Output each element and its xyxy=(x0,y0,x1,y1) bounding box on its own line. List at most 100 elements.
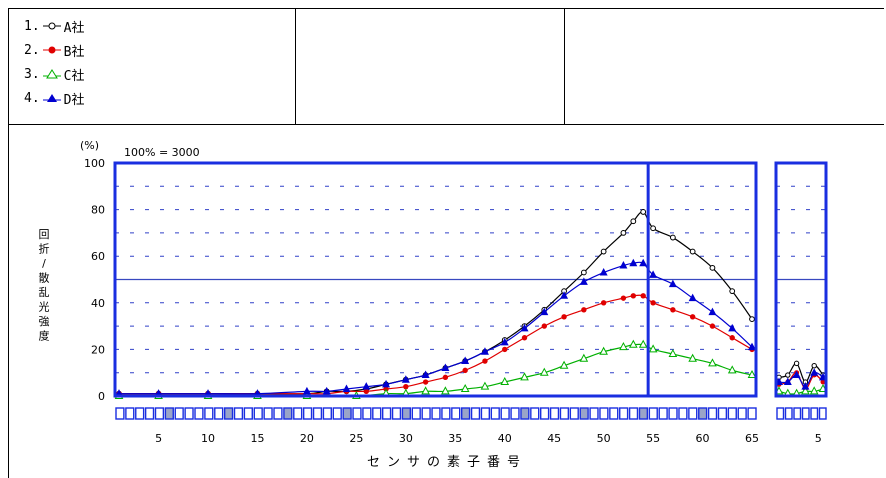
sensor-element xyxy=(648,407,658,420)
data-point xyxy=(629,258,638,267)
x-tick-label: 65 xyxy=(745,432,759,445)
sensor-element xyxy=(451,407,461,420)
legend-item-d: 4. D社 xyxy=(24,86,84,110)
x-tick-label: 55 xyxy=(646,432,660,445)
data-point xyxy=(581,307,587,313)
data-point xyxy=(460,383,470,393)
sensor-element xyxy=(520,407,530,420)
sensor-element xyxy=(678,407,688,420)
data-point xyxy=(640,293,646,299)
sensor-element xyxy=(194,407,204,420)
data-point xyxy=(619,342,628,351)
sensor-element xyxy=(253,407,263,420)
sensor-element xyxy=(579,407,589,420)
data-point xyxy=(688,353,697,362)
y-tick-label: 20 xyxy=(91,343,105,356)
data-point xyxy=(620,295,627,301)
data-point xyxy=(500,337,509,346)
header-cell-legend xyxy=(8,8,296,125)
data-point xyxy=(480,347,489,355)
data-point xyxy=(561,314,567,320)
data-point xyxy=(560,291,569,299)
sensor-element xyxy=(628,407,639,420)
sensor-element xyxy=(658,407,668,420)
y-axis-title-char: / xyxy=(42,257,46,270)
x-tick-label: 60 xyxy=(696,432,710,445)
y-tick-label: 80 xyxy=(91,204,105,217)
y-axis-title-char: 散 xyxy=(39,271,50,285)
data-point xyxy=(648,344,658,353)
open-triangle-marker-icon xyxy=(42,69,61,79)
data-point xyxy=(793,360,800,367)
legend-name: B社 xyxy=(63,44,85,60)
scale-note: 100% = 3000 xyxy=(124,146,200,159)
data-point xyxy=(599,268,608,276)
data-point xyxy=(801,382,810,390)
data-point xyxy=(670,307,676,313)
y-tick-label: 100 xyxy=(84,157,105,170)
x-tick-label: 30 xyxy=(399,432,413,445)
data-point xyxy=(480,381,490,390)
legend-num: 2. xyxy=(24,42,40,58)
data-point xyxy=(441,363,450,372)
sensor-element xyxy=(727,407,737,420)
data-point xyxy=(748,342,756,351)
sensor-element xyxy=(638,407,649,420)
legend-item-a: 1. A社 xyxy=(24,14,84,38)
data-point xyxy=(461,356,470,365)
y-tick-label: 60 xyxy=(91,250,105,263)
y-axis-title-char: 光 xyxy=(39,300,50,314)
data-point xyxy=(801,386,810,395)
data-point xyxy=(638,339,648,348)
data-point xyxy=(639,258,648,267)
filled-triangle-marker-icon xyxy=(42,94,61,102)
data-point xyxy=(729,335,735,341)
data-point xyxy=(580,269,587,276)
side-plot-frame xyxy=(774,161,828,398)
data-point xyxy=(302,386,311,395)
sensor-element xyxy=(698,407,708,420)
sensor-element xyxy=(421,407,431,420)
data-point xyxy=(403,383,409,390)
x-tick-label: 25 xyxy=(349,432,363,445)
open-circle-marker-icon xyxy=(42,22,61,30)
sensor-element xyxy=(668,407,678,420)
data-point xyxy=(540,307,549,316)
sensor-element xyxy=(431,407,441,420)
sensor-element xyxy=(793,407,802,420)
sensor-element xyxy=(164,407,174,420)
sensor-element xyxy=(214,407,224,420)
sensor-element xyxy=(322,407,332,420)
sensor-element xyxy=(801,407,810,420)
x-axis-title: センサの素子番号 xyxy=(367,455,527,470)
data-point xyxy=(811,363,817,369)
data-point xyxy=(579,353,589,362)
sensor-element xyxy=(352,407,362,420)
sensor-element xyxy=(302,407,313,420)
data-point xyxy=(729,288,736,295)
data-point xyxy=(689,248,696,255)
sensor-element xyxy=(784,407,793,420)
sensor-element xyxy=(737,407,747,420)
data-point xyxy=(441,386,450,395)
sensor-element xyxy=(569,407,579,420)
main-plot-frame xyxy=(113,161,758,398)
sensor-element xyxy=(401,407,412,420)
y-axis-title-char: 回 xyxy=(39,228,50,241)
data-point xyxy=(363,388,369,395)
x-tick-label: 15 xyxy=(250,432,264,445)
data-point xyxy=(649,270,658,278)
data-point xyxy=(482,358,488,364)
data-point xyxy=(541,323,547,329)
data-point xyxy=(783,377,792,386)
legend-num: 4. xyxy=(24,90,40,106)
y-tick-label: 40 xyxy=(91,297,105,310)
sensor-element xyxy=(530,407,540,420)
sensor-element xyxy=(411,407,421,420)
sensor-element xyxy=(293,407,303,420)
legend-name: A社 xyxy=(63,20,85,36)
sensor-element xyxy=(589,407,599,420)
data-point xyxy=(421,370,430,379)
